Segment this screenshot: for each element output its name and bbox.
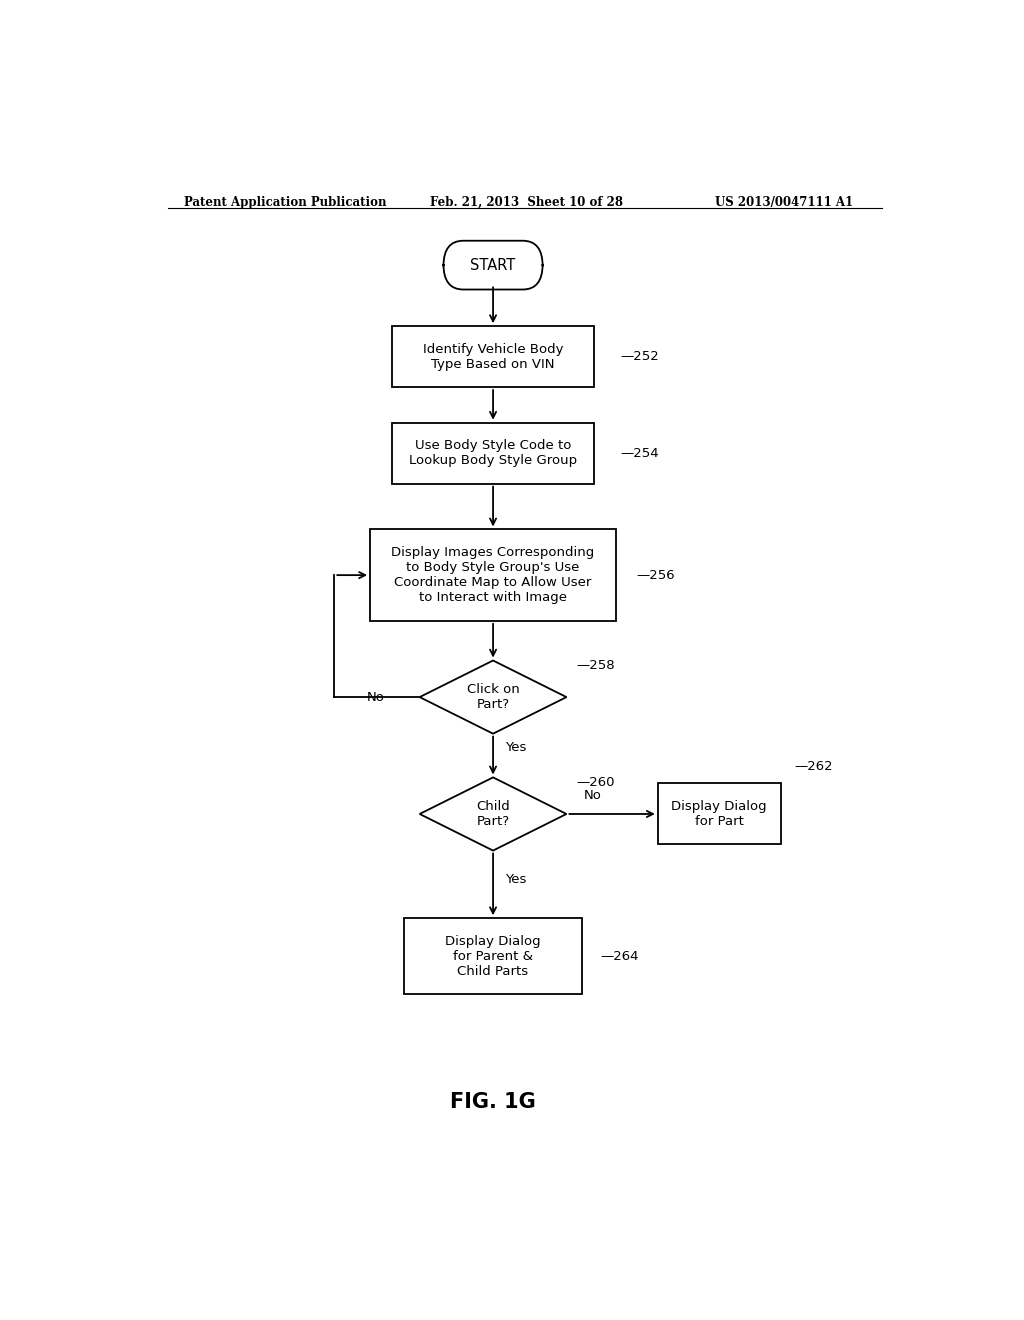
- Text: US 2013/0047111 A1: US 2013/0047111 A1: [715, 195, 853, 209]
- Text: No: No: [367, 690, 385, 704]
- Text: Click on
Part?: Click on Part?: [467, 682, 519, 711]
- Text: Display Dialog
for Part: Display Dialog for Part: [672, 800, 767, 828]
- Text: Yes: Yes: [505, 873, 526, 886]
- Text: —258: —258: [577, 659, 615, 672]
- FancyBboxPatch shape: [392, 326, 594, 387]
- Text: Yes: Yes: [505, 741, 526, 754]
- Text: —262: —262: [795, 760, 834, 774]
- Text: —254: —254: [620, 446, 658, 459]
- FancyBboxPatch shape: [392, 422, 594, 483]
- Text: FIG. 1G: FIG. 1G: [451, 1092, 536, 1111]
- Text: START: START: [470, 257, 516, 273]
- Polygon shape: [420, 777, 566, 850]
- Text: —264: —264: [600, 950, 639, 962]
- FancyBboxPatch shape: [370, 529, 616, 620]
- Text: —252: —252: [620, 350, 658, 363]
- Text: Identify Vehicle Body
Type Based on VIN: Identify Vehicle Body Type Based on VIN: [423, 343, 563, 371]
- FancyBboxPatch shape: [403, 919, 583, 994]
- Text: —260: —260: [577, 776, 614, 789]
- Text: No: No: [584, 789, 601, 801]
- FancyBboxPatch shape: [657, 784, 780, 845]
- FancyBboxPatch shape: [443, 240, 543, 289]
- Text: Use Body Style Code to
Lookup Body Style Group: Use Body Style Code to Lookup Body Style…: [409, 440, 578, 467]
- Text: Display Dialog
for Parent &
Child Parts: Display Dialog for Parent & Child Parts: [445, 935, 541, 978]
- Text: Patent Application Publication: Patent Application Publication: [183, 195, 386, 209]
- Polygon shape: [420, 660, 566, 734]
- Text: —256: —256: [636, 569, 675, 582]
- Text: Display Images Corresponding
to Body Style Group's Use
Coordinate Map to Allow U: Display Images Corresponding to Body Sty…: [391, 546, 595, 605]
- Text: Feb. 21, 2013  Sheet 10 of 28: Feb. 21, 2013 Sheet 10 of 28: [430, 195, 623, 209]
- Text: Child
Part?: Child Part?: [476, 800, 510, 828]
